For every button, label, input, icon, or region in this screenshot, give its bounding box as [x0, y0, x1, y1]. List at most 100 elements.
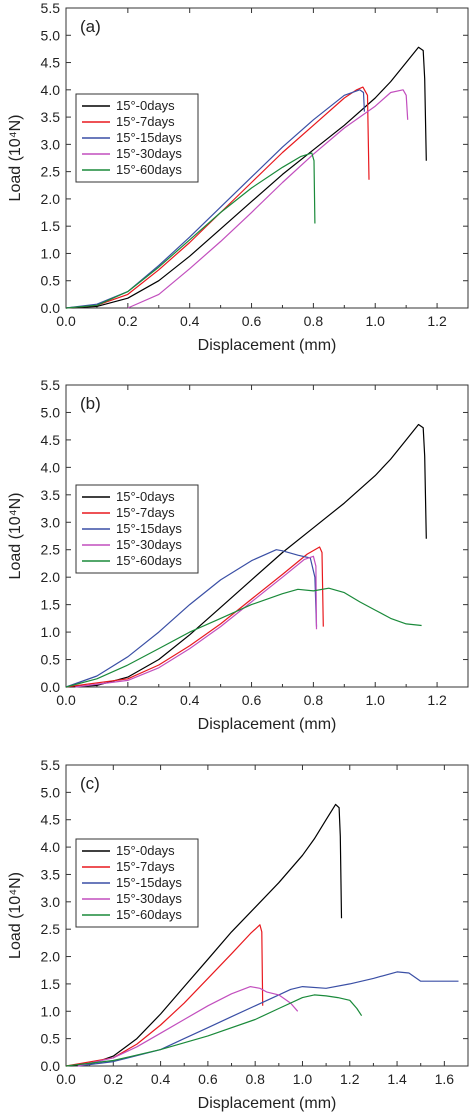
y-tick-label: 2.5 — [41, 164, 61, 180]
legend-entry: 15°-60days — [116, 162, 182, 177]
y-tick-label: 5.0 — [41, 784, 61, 800]
x-tick-label: 1.0 — [365, 692, 385, 708]
y-tick-label: 4.0 — [41, 459, 61, 475]
y-axis-title: Load (10⁴N) — [7, 872, 24, 959]
panel-label: (c) — [80, 774, 100, 793]
legend-entry: 15°-60days — [116, 907, 182, 922]
legend-entry: 15°-30days — [116, 891, 182, 906]
y-tick-label: 5.0 — [41, 404, 61, 420]
y-tick-label: 3.5 — [41, 866, 61, 882]
series-line-1 — [65, 46, 427, 309]
x-tick-label: 1.6 — [435, 1071, 455, 1087]
x-tick-label: 0.2 — [104, 1071, 124, 1087]
x-tick-label: 1.2 — [427, 313, 447, 329]
chart-panel-3: 0.0 0.2 0.4 0.6 0.8 1.0 1.2 1.4 1.6 0.0 0.5 1.0 1.5 2… — [7, 757, 469, 1112]
x-tick-label: 0.0 — [56, 692, 76, 708]
chart-panel-1: 0.0 0.2 0.4 0.6 0.8 1.0 1.2 0.0 0.5 1.0 1.5 2.0 2.5 3… — [7, 0, 469, 354]
y-tick-label: 0.0 — [41, 679, 61, 695]
x-tick-label: 0.0 — [56, 1071, 76, 1087]
legend-entry: 15°-0days — [116, 489, 175, 504]
x-tick-label: 0.4 — [180, 313, 200, 329]
series-line-2 — [65, 86, 370, 309]
x-tick-label: 0.6 — [242, 692, 262, 708]
series-line-5 — [65, 587, 422, 688]
series-line-1 — [65, 423, 427, 688]
y-tick-label: 1.0 — [41, 245, 61, 261]
x-tick-label: 0.8 — [245, 1071, 265, 1087]
legend-entry: 15°-15days — [116, 875, 182, 890]
x-axis-title: Displacement (mm) — [198, 716, 337, 733]
x-tick-label: 1.0 — [365, 313, 385, 329]
plot-frame — [65, 7, 469, 309]
y-tick-label: 1.5 — [41, 976, 61, 992]
y-axis-title: Load (10⁴N) — [7, 493, 24, 580]
y-tick-label: 1.0 — [41, 624, 61, 640]
x-tick-label: 0.8 — [304, 313, 324, 329]
x-tick-label: 0.4 — [151, 1071, 171, 1087]
x-tick-label: 0.6 — [198, 1071, 218, 1087]
legend-entry: 15°-15days — [116, 130, 182, 145]
legend-entry: 15°-60days — [116, 553, 182, 568]
x-tick-label: 1.2 — [427, 692, 447, 708]
series-line-4 — [77, 986, 299, 1067]
legend: 15°-0days15°-7days15°-15days15°-30days15… — [75, 484, 199, 574]
y-tick-label: 2.5 — [41, 921, 61, 937]
x-tick-label: 0.0 — [56, 313, 76, 329]
legend-entry: 15°-15days — [116, 521, 182, 536]
panel-label: (a) — [80, 17, 101, 36]
x-tick-label: 1.4 — [387, 1071, 407, 1087]
plot-frame — [65, 764, 469, 1067]
y-tick-label: 4.5 — [41, 812, 61, 828]
legend: 15°-0days15°-7days15°-15days15°-30days15… — [75, 93, 199, 183]
legend-entry: 15°-7days — [116, 114, 175, 129]
x-axis-title: Displacement (mm) — [198, 337, 337, 354]
series-line-2 — [65, 924, 264, 1067]
y-tick-label: 4.0 — [41, 839, 61, 855]
x-tick-label: 0.2 — [118, 313, 138, 329]
y-tick-label: 0.0 — [41, 300, 61, 316]
series-line-4 — [127, 89, 409, 309]
legend-entry: 15°-0days — [116, 98, 175, 113]
y-tick-label: 5.5 — [41, 757, 61, 773]
y-tick-label: 4.5 — [41, 432, 61, 448]
legend-entry: 15°-7days — [116, 859, 175, 874]
y-tick-label: 0.5 — [41, 1031, 61, 1047]
y-tick-label: 5.0 — [41, 27, 61, 43]
plot-frame — [65, 384, 469, 688]
y-tick-label: 5.5 — [41, 0, 61, 16]
y-tick-label: 3.5 — [41, 487, 61, 503]
series-line-3 — [77, 971, 459, 1067]
legend-entry: 15°-0days — [116, 843, 175, 858]
panel-label: (b) — [80, 394, 101, 413]
y-axis-title: Load (10⁴N) — [7, 115, 24, 202]
y-tick-label: 3.5 — [41, 109, 61, 125]
x-tick-label: 0.2 — [118, 692, 138, 708]
y-tick-label: 2.0 — [41, 569, 61, 585]
series-line-5 — [65, 994, 363, 1067]
series-line-2 — [65, 546, 324, 688]
y-tick-label: 0.5 — [41, 652, 61, 668]
x-axis-title: Displacement (mm) — [198, 1095, 337, 1112]
y-tick-label: 3.0 — [41, 136, 61, 152]
legend-entry: 15°-7days — [116, 505, 175, 520]
y-tick-label: 3.0 — [41, 894, 61, 910]
y-tick-label: 4.0 — [41, 82, 61, 98]
chart-panel-2: 0.0 0.2 0.4 0.6 0.8 1.0 1.2 0.0 0.5 1.0 1.5 2.0 2.5 3… — [7, 377, 469, 733]
series-line-4 — [75, 555, 318, 688]
y-tick-label: 1.5 — [41, 218, 61, 234]
y-tick-label: 1.0 — [41, 1003, 61, 1019]
y-tick-label: 0.0 — [41, 1058, 61, 1074]
y-tick-label: 0.5 — [41, 273, 61, 289]
y-tick-label: 2.0 — [41, 191, 61, 207]
y-tick-label: 4.5 — [41, 55, 61, 71]
x-tick-label: 1.0 — [293, 1071, 313, 1087]
y-tick-label: 1.5 — [41, 597, 61, 613]
y-tick-label: 2.0 — [41, 949, 61, 965]
series-line-1 — [65, 803, 343, 1067]
legend-entry: 15°-30days — [116, 537, 182, 552]
y-tick-label: 3.0 — [41, 514, 61, 530]
x-tick-label: 0.4 — [180, 692, 200, 708]
y-tick-label: 2.5 — [41, 542, 61, 558]
legend: 15°-0days15°-7days15°-15days15°-30days15… — [75, 838, 199, 928]
